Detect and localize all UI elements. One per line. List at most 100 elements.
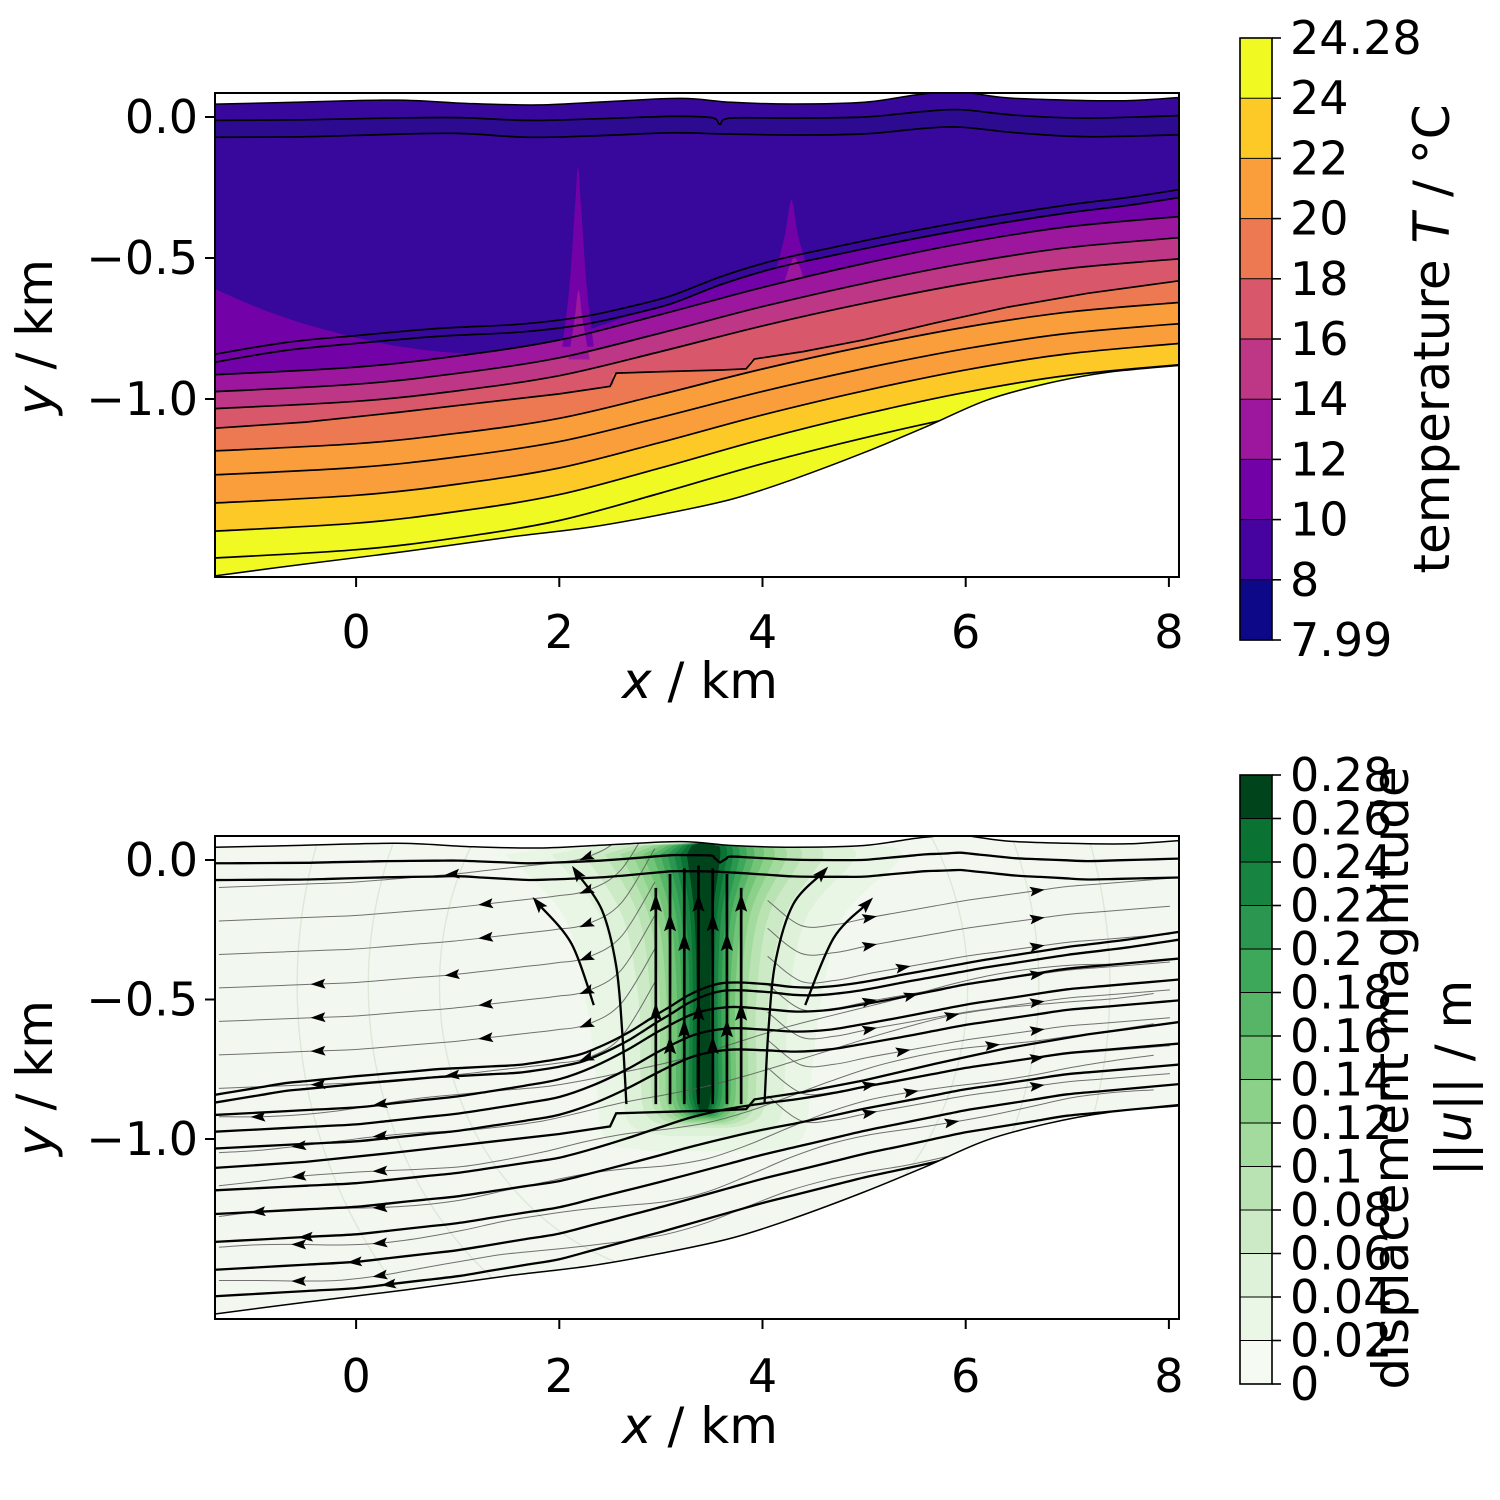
layer-line-step [215, 1019, 1179, 1170]
colorbar-tick-label: 0.26 [1290, 792, 1392, 846]
colorbar-segment [1240, 818, 1272, 863]
arrowhead-icon [444, 969, 460, 979]
x-tick-label: 0 [341, 605, 370, 659]
streamline [767, 1017, 1170, 1068]
arrowhead-icon [1029, 998, 1045, 1009]
colorbar-segment [1240, 862, 1272, 907]
x-tick-label: 8 [1154, 1349, 1183, 1403]
arrowhead-icon [372, 1165, 388, 1176]
arrowhead-icon [1029, 942, 1045, 953]
bottom-x-axis-label: x / km [620, 1397, 778, 1455]
layer-line [215, 1102, 1179, 1272]
cold-spike-purple-1 [562, 167, 594, 347]
colorbar-segment [1240, 98, 1272, 159]
layer-line [215, 1041, 1179, 1192]
colorbar-tick-label: 0.12 [1290, 1096, 1392, 1150]
colorbar-segment [1240, 579, 1272, 641]
streamline [767, 989, 1170, 1040]
arrowhead-icon [861, 1109, 877, 1120]
colorbar-tick-label: 0 [1290, 1357, 1319, 1411]
arrowhead-icon [895, 963, 911, 974]
colorbar-tick-label: 14 [1290, 372, 1349, 426]
colorbar-tick-label: 0.16 [1290, 1009, 1392, 1063]
y-tick-label: 0.0 [125, 90, 198, 144]
streamline [767, 877, 1170, 928]
arrowhead-icon [478, 898, 494, 909]
colorbar-segment [1240, 905, 1272, 950]
colorbar-segment [1240, 949, 1272, 994]
arrowhead-icon [579, 1017, 595, 1028]
arrowhead-icon [943, 1012, 960, 1022]
colorbar-segment [1240, 1340, 1272, 1385]
displacement-colorbar-label-line1: displacement magnitude [1362, 766, 1420, 1389]
arrowhead-icon [579, 984, 595, 995]
colorbar-tick-label: 0.08 [1290, 1183, 1392, 1237]
axis-ticks [205, 859, 1170, 1329]
colorbar-segment [1240, 158, 1272, 220]
colorbar-segment [1240, 1297, 1272, 1342]
contour-line [215, 187, 1179, 357]
colorbar-tick-label: 0.14 [1290, 1053, 1392, 1107]
arrowhead-icon [984, 1142, 1000, 1153]
top-y-axis-label: y / km [6, 259, 64, 417]
arrowhead-icon [861, 1025, 877, 1036]
arrowhead-icon [579, 917, 595, 928]
colorbar-segment [1240, 1123, 1272, 1168]
layer-line [215, 1062, 1179, 1216]
axes-frame [214, 92, 1180, 578]
colorbar-tick-label: 0.24 [1290, 835, 1392, 889]
arrowhead-icon [310, 978, 326, 989]
layer-line [215, 868, 1179, 882]
colorbar-segment [1240, 278, 1272, 340]
temperature-axes-area [215, 93, 1179, 577]
contour-line [215, 126, 1179, 139]
colorbar-segment [1240, 1036, 1272, 1081]
arrowhead-icon [984, 1041, 1001, 1051]
layer-line [215, 851, 1179, 865]
colorbar-segment [1240, 992, 1272, 1037]
contour-line [215, 341, 1179, 505]
x-tick-label: 2 [545, 1349, 574, 1403]
colorbar-tick-label: 16 [1290, 312, 1349, 366]
cold-spike-purple-2 [774, 200, 810, 275]
streamline [767, 933, 1170, 984]
colorbar-tick-label: 10 [1290, 493, 1349, 547]
arrowhead-icon [291, 1170, 307, 1181]
arrowhead-icon [1029, 886, 1045, 897]
displacement-colorbar: 00.020.040.060.080.10.120.140.160.180.20… [1239, 748, 1392, 1411]
arrowhead-icon [903, 1088, 919, 1099]
arrowhead-icon [861, 942, 877, 952]
colorbar-tick-label: 24.28 [1290, 11, 1422, 65]
x-tick-label: 4 [748, 605, 777, 659]
layer-line [215, 929, 1179, 1097]
colorbar-segment [1240, 519, 1272, 581]
layer-line [215, 936, 1179, 1105]
arrowhead-icon [291, 1239, 307, 1250]
plume-flank-streamline [576, 873, 628, 1105]
colorbar-tick-label: 0.2 [1290, 922, 1363, 976]
contour-line-step [215, 278, 1179, 430]
arrowhead-icon [579, 850, 595, 861]
contour-line [215, 257, 1179, 410]
plume-flank-streamline [804, 903, 867, 1006]
colorbar-tick-label: 8 [1290, 553, 1319, 607]
contour-line [215, 322, 1179, 476]
arrowhead-icon [895, 1047, 911, 1058]
colorbar-segment [1240, 38, 1272, 99]
axes-frame [214, 835, 1180, 1320]
contour-line [215, 214, 1179, 376]
contour-line [215, 195, 1179, 365]
y-tick-label: −0.5 [86, 231, 198, 285]
colorbar-tick-label: 24 [1290, 71, 1349, 125]
colorbar-segment [1240, 399, 1272, 460]
colorbar-tick-label: 0.02 [1290, 1314, 1392, 1368]
thick-layer-lines [215, 851, 1179, 1298]
contour-line [215, 300, 1179, 453]
temperature-colorbar: 7.99 8 10 12 14 16 18 20 22 24 24.28 [1239, 11, 1422, 667]
band-799-8 [215, 109, 1179, 138]
layer-line [215, 1082, 1179, 1244]
temperature-colorbar-label: temperature T / °C [1403, 104, 1461, 573]
colorbar-segment [1240, 459, 1272, 521]
